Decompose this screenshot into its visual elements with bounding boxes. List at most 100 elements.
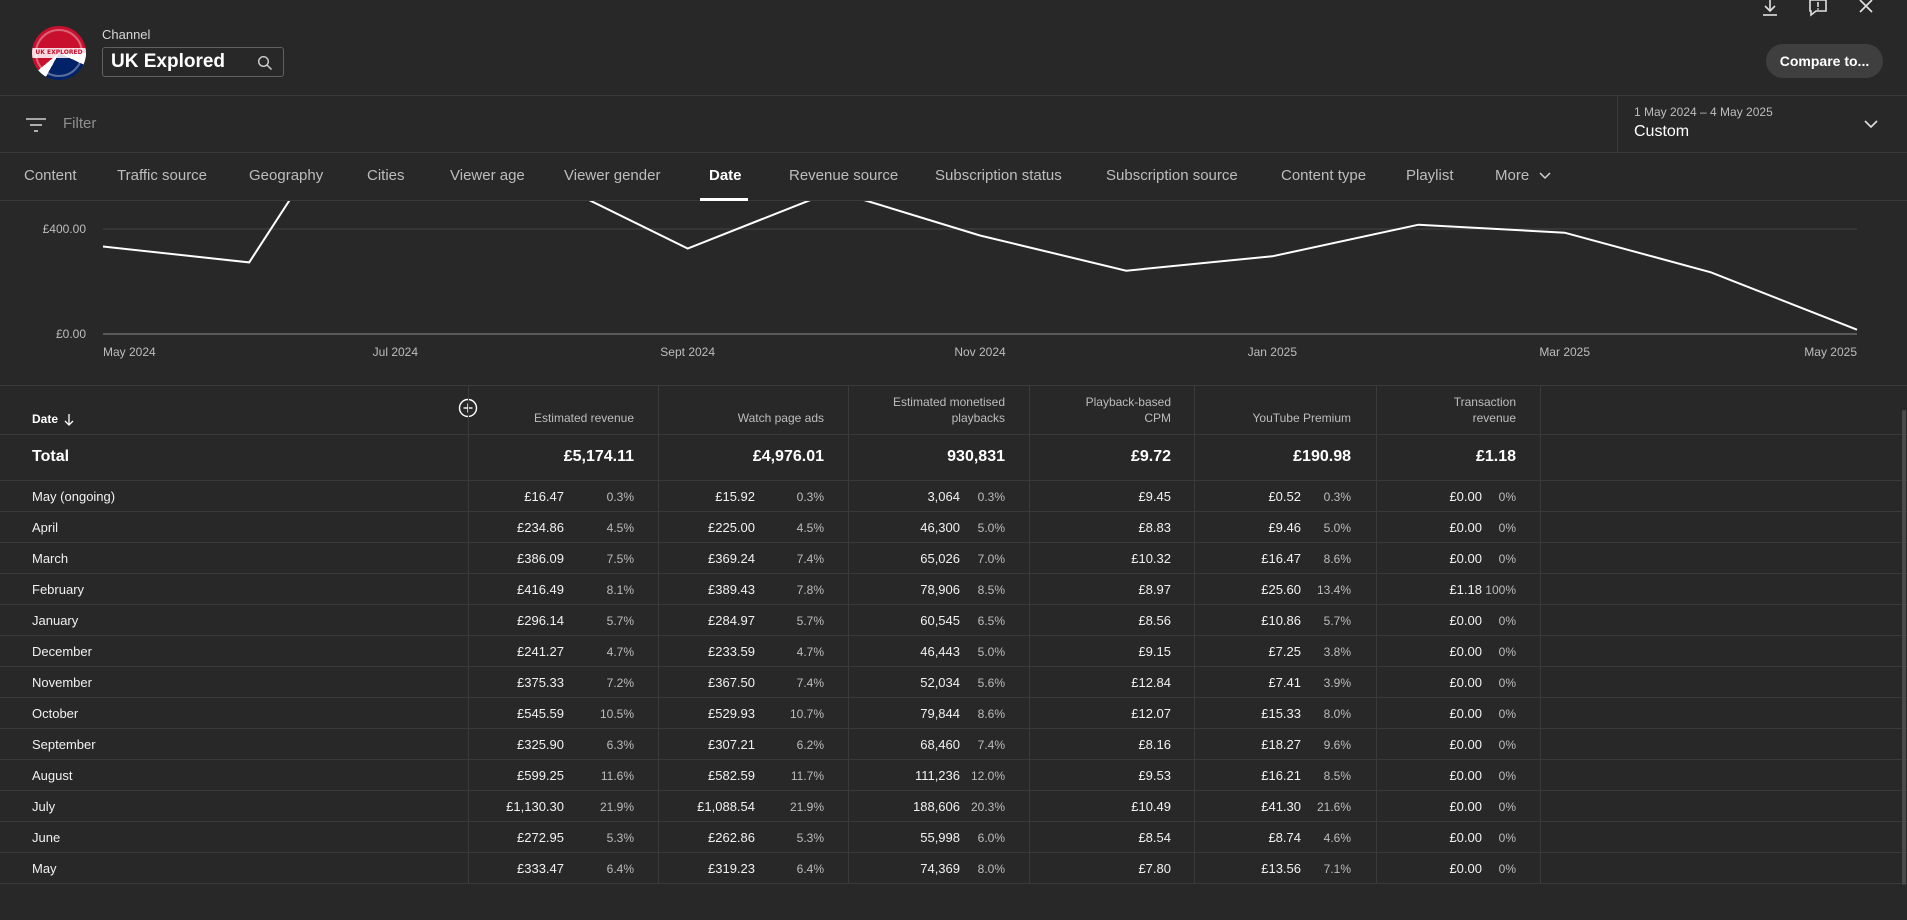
cell-value: £10.32 — [1131, 551, 1171, 566]
table-row[interactable]: September £325.90 6.3% £307.21 6.2% 68,460 7.4… — [0, 729, 1907, 760]
row-date: March — [32, 551, 69, 566]
table-row[interactable]: December £241.27 4.7% £233.59 4.7% 46,443 5.0%… — [0, 636, 1907, 667]
cell-value: 68,460 — [920, 737, 960, 752]
tab-viewer-age[interactable]: Viewer age — [450, 167, 525, 184]
channel-header: UK EXPLORED Channel UK Explored Compare … — [0, 0, 1907, 96]
cell-value: £582.59 — [708, 768, 755, 783]
column-header-date[interactable]: Date — [32, 412, 74, 426]
cell-percentage: 4.7% — [606, 645, 634, 659]
column-divider — [468, 386, 469, 884]
tab-content-type[interactable]: Content type — [1281, 167, 1367, 184]
cell-value: 65,026 — [920, 551, 960, 566]
tab-more[interactable]: More — [1495, 167, 1551, 184]
arrow-down-icon[interactable] — [64, 413, 74, 426]
download-icon[interactable] — [1759, 0, 1781, 18]
column-header-monetised-playbacks[interactable]: Estimated monetised playbacks — [893, 394, 1005, 426]
cell-value: £8.83 — [1138, 520, 1171, 535]
search-icon[interactable] — [257, 55, 273, 71]
cell-percentage: 0% — [1498, 769, 1516, 783]
chevron-down-icon[interactable] — [1863, 116, 1879, 132]
cell-value: £234.86 — [517, 520, 564, 535]
row-date: April — [32, 520, 59, 535]
cell-percentage: 8.5% — [977, 583, 1005, 597]
table-scrollbar[interactable] — [1902, 410, 1906, 885]
y-tick-label: £400.00 — [43, 222, 87, 236]
total-ads: £4,976.01 — [752, 448, 824, 465]
filter-input[interactable]: Filter — [63, 115, 97, 132]
tab-playlist[interactable]: Playlist — [1406, 167, 1454, 184]
table-row[interactable]: October £545.59 10.5% £529.93 10.7% 79,844 8.6… — [0, 698, 1907, 729]
cell-value: £319.23 — [708, 861, 755, 876]
cell-value: £8.54 — [1138, 830, 1171, 845]
total-label: Total — [32, 448, 70, 465]
cell-percentage: 6.3% — [606, 738, 634, 752]
tab-geography[interactable]: Geography — [249, 167, 324, 184]
column-header-transaction-revenue[interactable]: Transaction revenue — [1454, 394, 1516, 426]
column-header-line: revenue — [1472, 411, 1516, 425]
column-divider — [848, 386, 849, 884]
tab-date[interactable]: Date — [709, 167, 742, 184]
table-row[interactable]: August £599.25 11.6% £582.59 11.7% 111,236 12.… — [0, 760, 1907, 791]
feedback-icon[interactable] — [1807, 0, 1829, 18]
total-premium: £190.98 — [1293, 448, 1351, 465]
table-row[interactable]: April £234.86 4.5% £225.00 4.5% 46,300 5.0% £8.… — [0, 512, 1907, 543]
cell-value: £0.00 — [1449, 551, 1482, 566]
column-divider — [1376, 386, 1377, 884]
row-date: May (ongoing) — [32, 489, 116, 504]
tab-revenue-source[interactable]: Revenue source — [789, 167, 899, 184]
cell-value: 46,300 — [920, 520, 960, 535]
date-range-text: 1 May 2024 – 4 May 2025 — [1634, 105, 1773, 119]
cell-value: £7.41 — [1268, 675, 1301, 690]
column-header-watch-page-ads[interactable]: Watch page ads — [738, 410, 824, 426]
cell-value: 188,606 — [913, 799, 960, 814]
cell-percentage: 7.4% — [977, 738, 1005, 752]
compare-button[interactable]: Compare to... — [1766, 44, 1883, 78]
table-row[interactable]: May £333.47 6.4% £319.23 6.4% 74,369 8.0% £7.80… — [0, 853, 1907, 884]
cell-value: £9.15 — [1138, 644, 1171, 659]
column-header-line: Transaction — [1453, 395, 1516, 409]
filter-icon[interactable] — [24, 116, 48, 134]
cell-percentage: 8.5% — [1323, 769, 1351, 783]
table-row[interactable]: November £375.33 7.2% £367.50 7.4% 52,034 5.6%… — [0, 667, 1907, 698]
tab-traffic-source[interactable]: Traffic source — [117, 167, 208, 184]
cell-value: £325.90 — [517, 737, 564, 752]
column-header-playback-cpm[interactable]: Playback-based CPM — [1086, 394, 1171, 426]
cell-value: 78,906 — [920, 582, 960, 597]
table-row[interactable]: March £386.09 7.5% £369.24 7.4% 65,026 7.0% £10… — [0, 543, 1907, 574]
row-date: October — [32, 706, 79, 721]
cell-percentage: 4.5% — [606, 521, 634, 535]
column-header-line: Playback-based — [1085, 395, 1171, 409]
cell-value: £0.00 — [1449, 613, 1482, 628]
cell-percentage: 21.6% — [1316, 800, 1351, 814]
tab-cities[interactable]: Cities — [367, 167, 405, 184]
cell-value: 74,369 — [920, 861, 960, 876]
cell-percentage: 7.4% — [796, 552, 824, 566]
column-header-date-label: Date — [32, 412, 59, 426]
date-range-picker[interactable]: 1 May 2024 – 4 May 2025 Custom — [1617, 96, 1907, 153]
table-total-row: Total £5,174.11 £4,976.01 930,831 £9.72 £190.… — [0, 435, 1907, 481]
column-header-estimated-revenue[interactable]: Estimated revenue — [534, 410, 634, 426]
table-row[interactable]: February £416.49 8.1% £389.43 7.8% 78,906 8.5%… — [0, 574, 1907, 605]
column-header-youtube-premium[interactable]: YouTube Premium — [1253, 410, 1352, 426]
tab-viewer-gender[interactable]: Viewer gender — [564, 167, 661, 184]
cell-value: £1,088.54 — [697, 799, 755, 814]
cell-percentage: 7.0% — [977, 552, 1005, 566]
tab-content[interactable]: Content — [24, 167, 77, 184]
cell-value: £0.00 — [1449, 768, 1482, 783]
close-icon[interactable] — [1855, 0, 1877, 18]
cell-value: 111,236 — [914, 768, 960, 783]
table-row[interactable]: June £272.95 5.3% £262.86 5.3% 55,998 6.0% £8.5… — [0, 822, 1907, 853]
tab-subscription-status[interactable]: Subscription status — [935, 167, 1062, 184]
table-row[interactable]: July £1,130.30 21.9% £1,088.54 21.9% 188,606 2… — [0, 791, 1907, 822]
cell-percentage: 0% — [1498, 738, 1516, 752]
cell-value: £545.59 — [517, 706, 564, 721]
cell-percentage: 5.0% — [977, 645, 1005, 659]
x-tick-label: Jul 2024 — [373, 345, 419, 359]
cell-percentage: 10.7% — [789, 707, 824, 721]
cell-percentage: 0% — [1498, 707, 1516, 721]
tab-subscription-source[interactable]: Subscription source — [1106, 167, 1238, 184]
channel-selector[interactable]: UK Explored — [102, 47, 284, 77]
table-row[interactable]: January £296.14 5.7% £284.97 5.7% 60,545 6.5% £… — [0, 605, 1907, 636]
cell-value: £0.00 — [1449, 489, 1482, 504]
table-row[interactable]: May (ongoing) £16.47 0.3% £15.92 0.3% 3,064 0.… — [0, 481, 1907, 512]
